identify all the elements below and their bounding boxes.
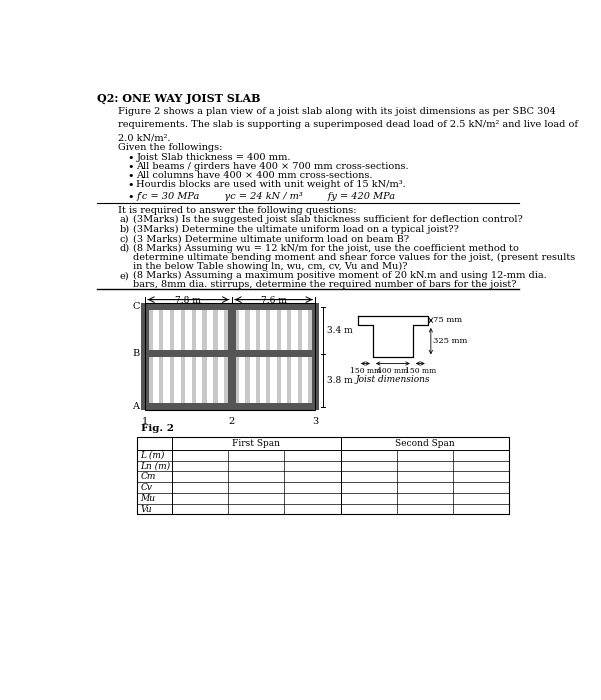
Bar xyxy=(228,402,236,410)
Bar xyxy=(185,307,192,407)
Text: 1: 1 xyxy=(142,417,148,426)
Text: •: • xyxy=(128,153,135,162)
Bar xyxy=(311,302,319,310)
Text: 75 mm: 75 mm xyxy=(433,316,462,324)
Text: e): e) xyxy=(120,271,129,280)
Text: Second Span: Second Span xyxy=(395,439,455,448)
Text: 7.8 m: 7.8 m xyxy=(175,295,201,304)
Text: •: • xyxy=(128,180,135,190)
Bar xyxy=(311,402,319,410)
Bar xyxy=(281,307,287,407)
Bar xyxy=(141,350,149,358)
Bar xyxy=(228,302,236,410)
Text: b): b) xyxy=(120,225,129,234)
Bar xyxy=(145,350,316,358)
Text: Vu: Vu xyxy=(140,505,152,514)
Bar xyxy=(141,302,149,410)
Text: 150 mm: 150 mm xyxy=(350,367,381,374)
Bar xyxy=(228,350,236,358)
Bar xyxy=(311,302,319,410)
Text: (8 Marks) Assuming wu = 12 kN/m for the joist, use the coefficient method to: (8 Marks) Assuming wu = 12 kN/m for the … xyxy=(133,244,519,253)
Bar xyxy=(141,402,149,410)
Bar xyxy=(163,307,169,407)
Bar xyxy=(141,302,149,310)
Text: 400 mm: 400 mm xyxy=(377,367,409,374)
Text: Ln (m): Ln (m) xyxy=(140,461,170,470)
Text: f′c = 30 MPa        γc = 24 kN / m³        fy = 420 MPa: f′c = 30 MPa γc = 24 kN / m³ fy = 420 MP… xyxy=(136,192,395,201)
Bar xyxy=(153,307,159,407)
Text: First Span: First Span xyxy=(232,439,280,448)
Text: in the below Table showing ln, wu, cm, cv, Vu and Mu)?: in the below Table showing ln, wu, cm, c… xyxy=(133,262,407,271)
Bar xyxy=(207,307,213,407)
Text: Q2: ONE WAY JOIST SLAB: Q2: ONE WAY JOIST SLAB xyxy=(97,93,260,104)
Text: A: A xyxy=(132,402,139,411)
Text: 2: 2 xyxy=(229,417,235,426)
Text: Joist dimensions: Joist dimensions xyxy=(356,375,430,384)
Text: 150 mm: 150 mm xyxy=(404,367,436,374)
Text: B: B xyxy=(132,349,139,358)
Text: All columns have 400 × 400 mm cross-sections.: All columns have 400 × 400 mm cross-sect… xyxy=(136,171,373,180)
Bar xyxy=(145,307,316,407)
Bar xyxy=(302,307,308,407)
Text: (3Marks) Is the suggested joist slab thickness sufficient for deflection control: (3Marks) Is the suggested joist slab thi… xyxy=(133,215,523,224)
Text: 3.8 m: 3.8 m xyxy=(327,376,353,384)
Bar xyxy=(311,350,319,358)
Text: d): d) xyxy=(120,244,129,253)
Bar xyxy=(145,302,316,310)
Text: bars, 8mm dia. stirrups, determine the required number of bars for the joist?: bars, 8mm dia. stirrups, determine the r… xyxy=(133,280,517,289)
Bar xyxy=(291,307,297,407)
Text: c): c) xyxy=(120,234,129,243)
Text: C: C xyxy=(132,302,139,311)
Text: Given the followings:: Given the followings: xyxy=(118,143,222,151)
Bar xyxy=(239,307,245,407)
Text: Fig. 2: Fig. 2 xyxy=(141,424,174,433)
Text: 3.4 m: 3.4 m xyxy=(327,326,353,335)
Text: (8 Marks) Assuming a maximum positive moment of 20 kN.m and using 12-mm dia.: (8 Marks) Assuming a maximum positive mo… xyxy=(133,271,547,280)
Text: All beams / girders have 400 × 700 mm cross-sections.: All beams / girders have 400 × 700 mm cr… xyxy=(136,162,409,171)
Text: Figure 2 shows a plan view of a joist slab along with its joist dimensions as pe: Figure 2 shows a plan view of a joist sl… xyxy=(118,107,578,143)
Text: •: • xyxy=(128,192,135,202)
Text: L (m): L (m) xyxy=(140,451,165,460)
Text: determine ultimate bending moment and shear force values for the joist, (present: determine ultimate bending moment and sh… xyxy=(133,253,576,262)
Bar xyxy=(196,307,203,407)
Bar xyxy=(137,438,509,514)
Text: Mu: Mu xyxy=(140,494,155,503)
Text: Cv: Cv xyxy=(140,483,152,492)
Text: a): a) xyxy=(120,215,129,224)
Bar xyxy=(218,307,224,407)
Bar xyxy=(174,307,181,407)
Text: Joist Slab thickness = 400 mm.: Joist Slab thickness = 400 mm. xyxy=(136,153,291,162)
Text: (3Marks) Determine the ultimate uniform load on a typical joist??: (3Marks) Determine the ultimate uniform … xyxy=(133,225,459,234)
Text: 3: 3 xyxy=(313,417,319,426)
Text: 325 mm: 325 mm xyxy=(433,337,468,345)
Text: •: • xyxy=(128,162,135,172)
Bar xyxy=(270,307,277,407)
Bar xyxy=(145,302,316,410)
Bar xyxy=(228,302,236,310)
Text: Cm: Cm xyxy=(140,473,156,481)
Text: 7.6 m: 7.6 m xyxy=(261,295,287,304)
Text: •: • xyxy=(128,171,135,181)
Text: Hourdis blocks are used with unit weight of 15 kN/m³.: Hourdis blocks are used with unit weight… xyxy=(136,180,406,189)
Bar xyxy=(145,402,316,410)
Bar xyxy=(249,307,256,407)
Text: It is required to answer the following questions:: It is required to answer the following q… xyxy=(118,206,356,215)
Text: (3 Marks) Determine ultimate uniform load on beam B?: (3 Marks) Determine ultimate uniform loa… xyxy=(133,234,409,243)
Bar xyxy=(260,307,266,407)
